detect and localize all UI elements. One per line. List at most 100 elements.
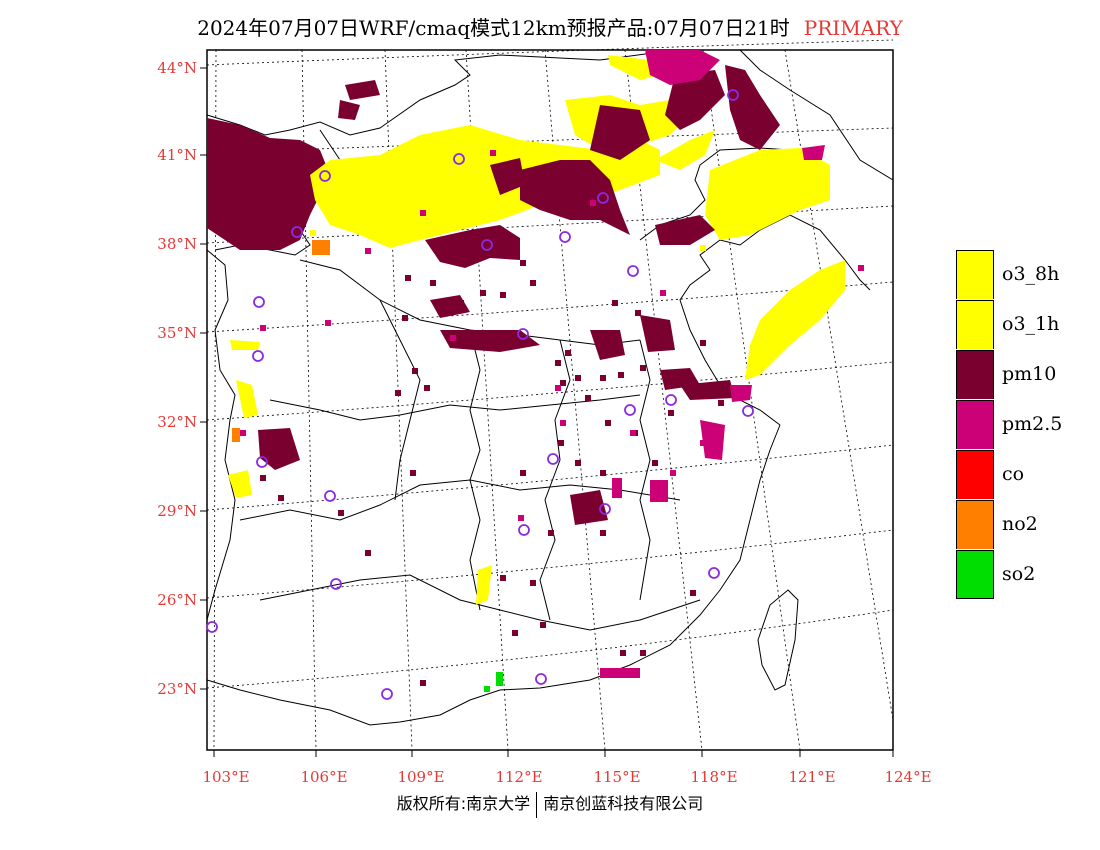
o3-area-cell — [310, 230, 316, 236]
legend-swatch — [956, 399, 994, 449]
pm10-area-cell — [424, 385, 430, 391]
pm10-area-cell — [338, 510, 344, 516]
legend-label: o3_1h — [1002, 313, 1060, 335]
pm10-area-cell — [405, 275, 411, 281]
station-marker — [559, 231, 571, 243]
pm10-area-cell — [430, 280, 436, 286]
pm25-area-cell — [700, 440, 706, 446]
o3-area-cell — [480, 145, 486, 151]
station-marker — [206, 621, 218, 633]
pm10-area — [655, 215, 715, 245]
pm10-area-cell — [690, 590, 696, 596]
o3-area — [228, 470, 252, 498]
lat-label: 44°N — [157, 59, 197, 77]
o3-area — [476, 565, 492, 605]
lon-labels: 103°E 106°E 109°E 112°E 115°E 118°E 121°E 124°E — [202, 750, 932, 786]
station-marker — [597, 192, 609, 204]
pm25-area-cell — [325, 320, 331, 326]
station-marker — [665, 394, 677, 406]
pm10-area — [570, 490, 608, 525]
pm10-area-cell — [718, 400, 724, 406]
station-marker — [599, 503, 611, 515]
pm10-area-cell — [458, 300, 464, 306]
pm10-area-cell — [548, 530, 554, 536]
pm25-area-cell — [490, 150, 496, 156]
title-tag: PRIMARY — [803, 16, 903, 40]
lat-label: 35°N — [157, 324, 197, 342]
o3-area — [310, 125, 660, 248]
pm25-area — [600, 668, 640, 678]
lon-label: 124°E — [884, 768, 931, 786]
pm10-area-cell — [565, 350, 571, 356]
so2-area — [496, 672, 503, 686]
legend-item: o3_1h — [956, 299, 1062, 349]
pm10-area-cell — [540, 622, 546, 628]
lon-label: 106°E — [300, 768, 347, 786]
legend-label: pm10 — [1002, 363, 1057, 385]
pm10-area-cell — [612, 300, 618, 306]
legend-label: o3_8h — [1002, 263, 1060, 285]
pm10-area — [338, 100, 360, 120]
legend-item: pm10 — [956, 349, 1062, 399]
o3-area-cell — [730, 200, 736, 206]
pm25-area — [650, 480, 668, 502]
pm10-area — [680, 380, 735, 400]
lat-label: 41°N — [157, 146, 197, 164]
copyright-footer: 版权所有:南京大学 南京创蓝科技有限公司 — [0, 790, 1100, 818]
pm10-area — [207, 118, 330, 250]
pm10-area — [665, 70, 725, 130]
o3-area-cell — [340, 210, 346, 216]
o3-area — [236, 380, 258, 418]
pm10-area — [590, 330, 625, 360]
lat-label: 29°N — [157, 502, 197, 520]
pm10-area — [590, 105, 650, 160]
pm25-area-cell — [560, 420, 566, 426]
legend-label: so2 — [1002, 563, 1036, 585]
pm10-area-cell — [512, 630, 518, 636]
lon-label: 121°E — [788, 768, 835, 786]
pm10-area-cell — [600, 470, 606, 476]
station-marker — [256, 456, 268, 468]
legend-label: no2 — [1002, 513, 1038, 535]
legend-item: no2 — [956, 499, 1062, 549]
map-title: 2024年07月07日WRF/cmaq模式12km预报产品:07月07日21时 P… — [0, 12, 1100, 41]
station-marker — [330, 578, 342, 590]
station-marker — [742, 405, 754, 417]
pm10-area-cell — [365, 550, 371, 556]
no2-area — [312, 240, 330, 255]
pm10-area-cell — [585, 395, 591, 401]
pm10-area-cell — [652, 460, 658, 466]
pm10-area-cell — [700, 340, 706, 346]
so2-area — [484, 686, 490, 692]
legend: o3_8h o3_1h pm10 pm2.5 co no2 so2 — [956, 249, 1062, 599]
lat-label: 38°N — [157, 235, 197, 253]
pm10-area — [258, 428, 300, 470]
pm10-area-cell — [600, 375, 606, 381]
pm25-area-cell — [858, 265, 864, 271]
pm10-area-cell — [640, 650, 646, 656]
pm10-area-cell — [260, 475, 266, 481]
pm10-area-cell — [558, 440, 564, 446]
station-marker — [624, 404, 636, 416]
lat-labels: 44°N 41°N 38°N 35°N 32°N 29°N 26°N 23°N — [157, 59, 207, 698]
station-marker — [708, 567, 720, 579]
station-marker — [319, 170, 331, 182]
pm25-area-cell — [590, 200, 596, 206]
pm25-area — [612, 478, 622, 498]
legend-swatch — [956, 449, 994, 499]
lon-label: 118°E — [690, 768, 737, 786]
pm10-area-cell — [635, 310, 641, 316]
pm10-area — [640, 315, 675, 352]
legend-swatch — [956, 499, 994, 549]
footer-right: 南京创蓝科技有限公司 — [543, 794, 704, 813]
pm25-area-cell — [555, 385, 561, 391]
pm25-area — [645, 50, 720, 85]
o3-area — [705, 148, 830, 240]
pm10-area-cell — [278, 495, 284, 501]
pm25-area-cell — [670, 470, 676, 476]
o3-area — [745, 260, 845, 380]
pm25-area-cell — [260, 325, 266, 331]
pm25-area — [730, 385, 752, 402]
legend-label: co — [1002, 463, 1025, 485]
pm25-area — [802, 145, 825, 160]
